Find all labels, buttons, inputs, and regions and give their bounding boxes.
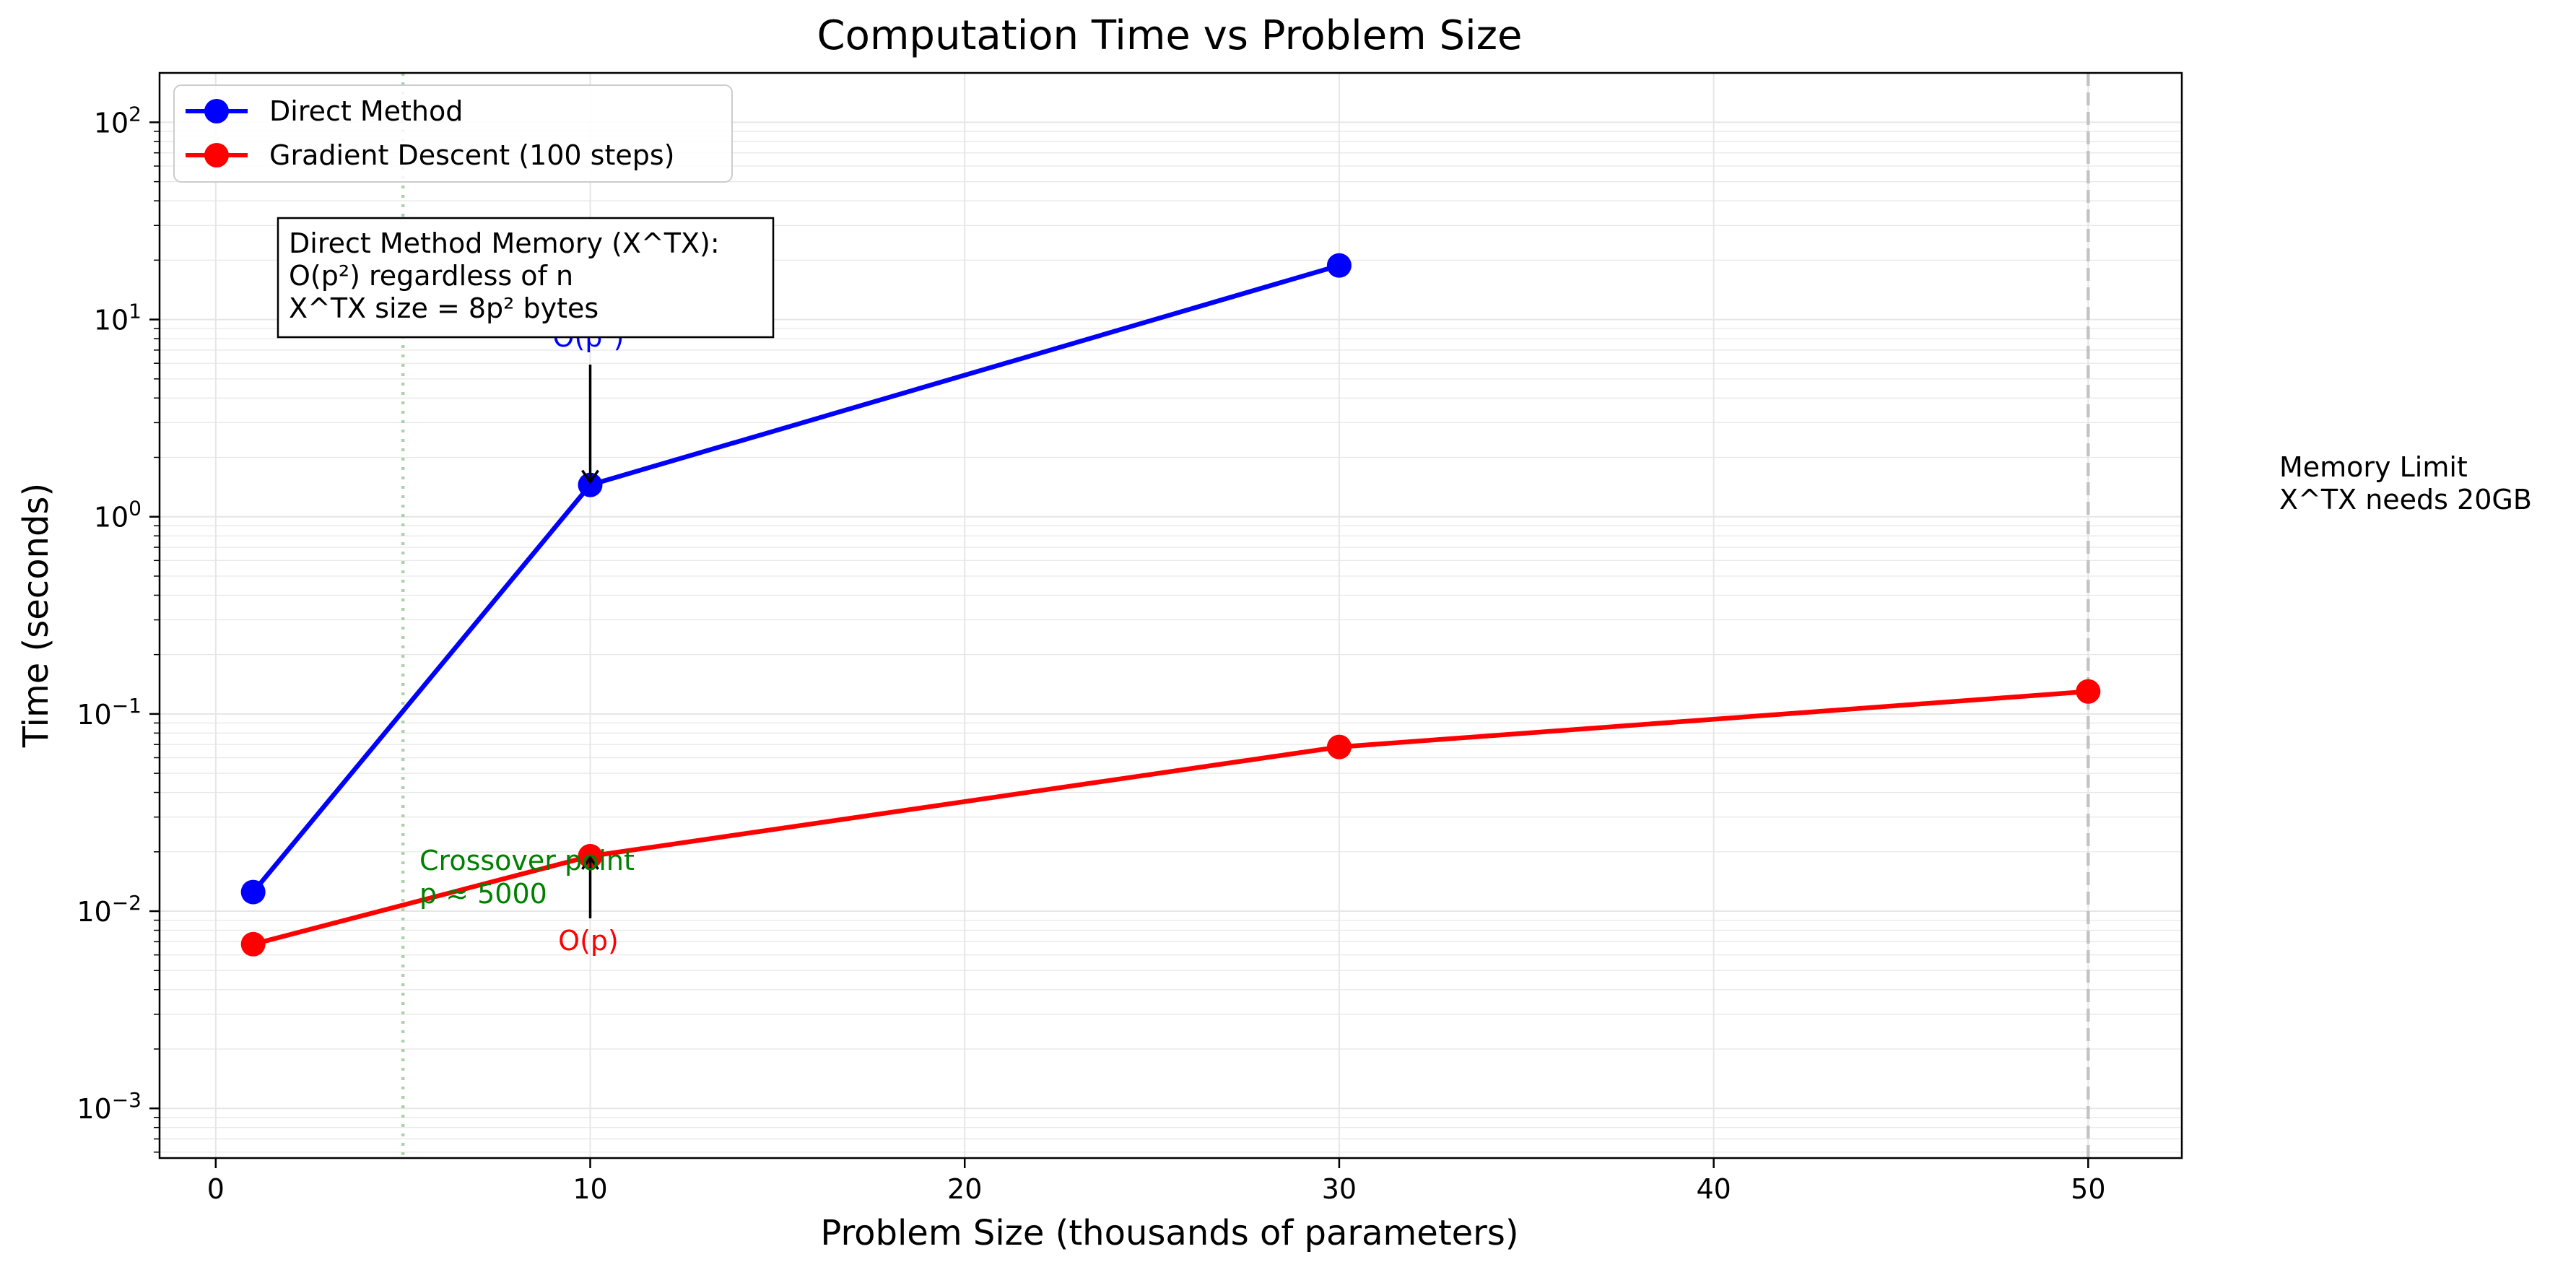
y-axis-ticks: 10−3 10−2 10−1 100 101 102 bbox=[77, 102, 160, 1153]
series-2-point bbox=[2076, 679, 2101, 704]
y-tick-label: 10−2 bbox=[77, 891, 142, 928]
x-tick-label: 40 bbox=[1696, 1173, 1731, 1205]
y-tick-label: 10−1 bbox=[77, 694, 142, 731]
legend-frame bbox=[173, 84, 733, 183]
x-axis-label: Problem Size (thousands of parameters) bbox=[820, 1213, 1518, 1253]
memory-limit-line-2: X^TX needs 20GB bbox=[2279, 484, 2532, 515]
op3-arrow-head bbox=[581, 469, 599, 484]
legend-label-gradient: Gradient Descent (100 steps) bbox=[269, 139, 675, 171]
y-tick-label: 102 bbox=[94, 102, 142, 139]
memory-limit-line-1: Memory Limit bbox=[2279, 451, 2468, 483]
memory-annotation-box: Direct Method Memory (X^TX): O(p²) regar… bbox=[277, 217, 775, 339]
annotation-arrows bbox=[581, 365, 599, 918]
x-tick-label: 0 bbox=[207, 1173, 225, 1205]
legend-swatch-direct-marker bbox=[204, 99, 229, 123]
series-layer bbox=[240, 253, 2101, 957]
y-tick-label: 10−3 bbox=[77, 1088, 142, 1125]
memory-box-frame bbox=[277, 217, 775, 339]
x-tick-label: 50 bbox=[2071, 1173, 2105, 1205]
series-1-point bbox=[578, 472, 603, 497]
legend-swatch-gradient-marker bbox=[204, 143, 229, 167]
op-arrow bbox=[581, 855, 599, 918]
op3-arrow bbox=[581, 365, 599, 484]
x-tick-label: 30 bbox=[1322, 1173, 1357, 1205]
series-1-point bbox=[240, 879, 266, 905]
memory-box-line-3: X^TX size = 8p² bytes bbox=[289, 292, 599, 324]
series-2-point bbox=[240, 931, 266, 957]
series-line-2 bbox=[251, 689, 2091, 947]
chart-title: Computation Time vs Problem Size bbox=[817, 12, 1523, 59]
op-arrow-head bbox=[581, 855, 599, 870]
legend: Direct Method Gradient Descent (100 step… bbox=[173, 84, 733, 183]
crossover-label-line-1: Crossover point bbox=[419, 845, 635, 876]
series-1-point bbox=[1326, 253, 1352, 278]
op-label: O(p) bbox=[558, 925, 619, 957]
y-tick-label: 101 bbox=[94, 300, 142, 336]
x-tick-label: 20 bbox=[947, 1173, 982, 1205]
minor-gridlines bbox=[160, 131, 2182, 1153]
y-tick-label: 100 bbox=[94, 497, 142, 534]
memory-box-line-2: O(p²) regardless of n bbox=[289, 260, 573, 292]
x-axis-ticks: 0 10 20 30 40 50 bbox=[207, 1158, 2106, 1205]
x-tick-label: 10 bbox=[573, 1173, 607, 1205]
y-axis-label: Time (seconds) bbox=[16, 483, 56, 748]
series-2-point bbox=[1326, 734, 1352, 760]
plot-frame bbox=[158, 71, 2183, 1159]
crossover-label-line-2: p ≈ 5000 bbox=[419, 878, 547, 910]
legend-label-direct: Direct Method bbox=[269, 95, 463, 127]
memory-box-line-1: Direct Method Memory (X^TX): bbox=[289, 227, 720, 259]
